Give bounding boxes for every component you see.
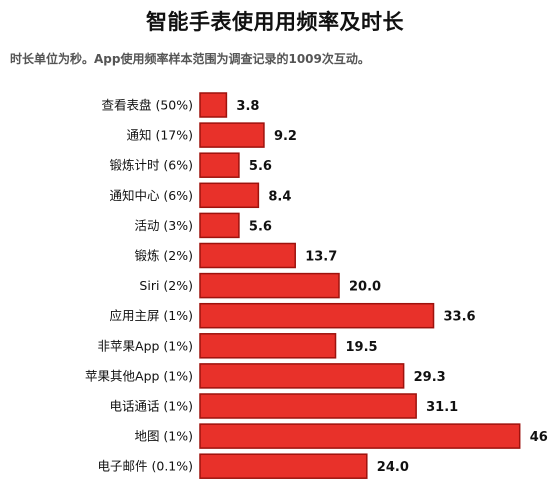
chart-title: 智能手表使用用频率及时长 xyxy=(146,10,404,34)
value-label: 46 xyxy=(530,430,548,445)
bar xyxy=(199,152,240,178)
bar xyxy=(199,423,521,449)
bar xyxy=(199,242,296,269)
category-label: 地图 (1%) xyxy=(134,429,193,444)
category-label: 通知 (17%) xyxy=(126,128,193,143)
bar xyxy=(199,122,265,148)
category-label: 锻炼计时 (6%) xyxy=(109,158,193,173)
category-label: 查看表盘 (50%) xyxy=(101,98,193,113)
bar xyxy=(199,272,340,299)
value-label: 5.6 xyxy=(249,219,272,234)
value-label: 31.1 xyxy=(426,400,458,415)
bar xyxy=(199,393,417,419)
bar xyxy=(199,453,368,479)
category-label: 活动 (3%) xyxy=(134,218,193,233)
value-label: 13.7 xyxy=(305,250,337,265)
bar xyxy=(199,212,240,239)
bar xyxy=(199,363,405,389)
bar xyxy=(199,333,337,359)
bar xyxy=(199,302,435,329)
category-label: 应用主屏 (1%) xyxy=(109,308,193,323)
value-label: 20.0 xyxy=(349,280,381,295)
value-label: 24.0 xyxy=(377,460,409,475)
category-label: 苹果其他App (1%) xyxy=(85,368,193,383)
category-label: 锻炼 (2%) xyxy=(134,248,193,263)
category-label: 通知中心 (6%) xyxy=(109,188,193,203)
value-label: 3.8 xyxy=(236,99,259,114)
category-label: 电子邮件 (0.1%) xyxy=(98,459,193,474)
category-label: 电话通话 (1%) xyxy=(109,399,193,414)
category-label: 非苹果App (1%) xyxy=(98,338,193,353)
value-label: 9.2 xyxy=(274,129,297,144)
value-label: 29.3 xyxy=(414,370,446,385)
category-label: Siri (2%) xyxy=(139,278,193,293)
value-label: 33.6 xyxy=(444,310,476,325)
value-label: 8.4 xyxy=(268,189,291,204)
bar xyxy=(199,92,228,118)
bar xyxy=(199,182,260,209)
chart-subtitle: 时长单位为秒。App使用频率样本范围为调查记录的1009次互动。 xyxy=(10,52,370,66)
value-label: 5.6 xyxy=(249,159,272,174)
value-label: 19.5 xyxy=(346,340,378,355)
